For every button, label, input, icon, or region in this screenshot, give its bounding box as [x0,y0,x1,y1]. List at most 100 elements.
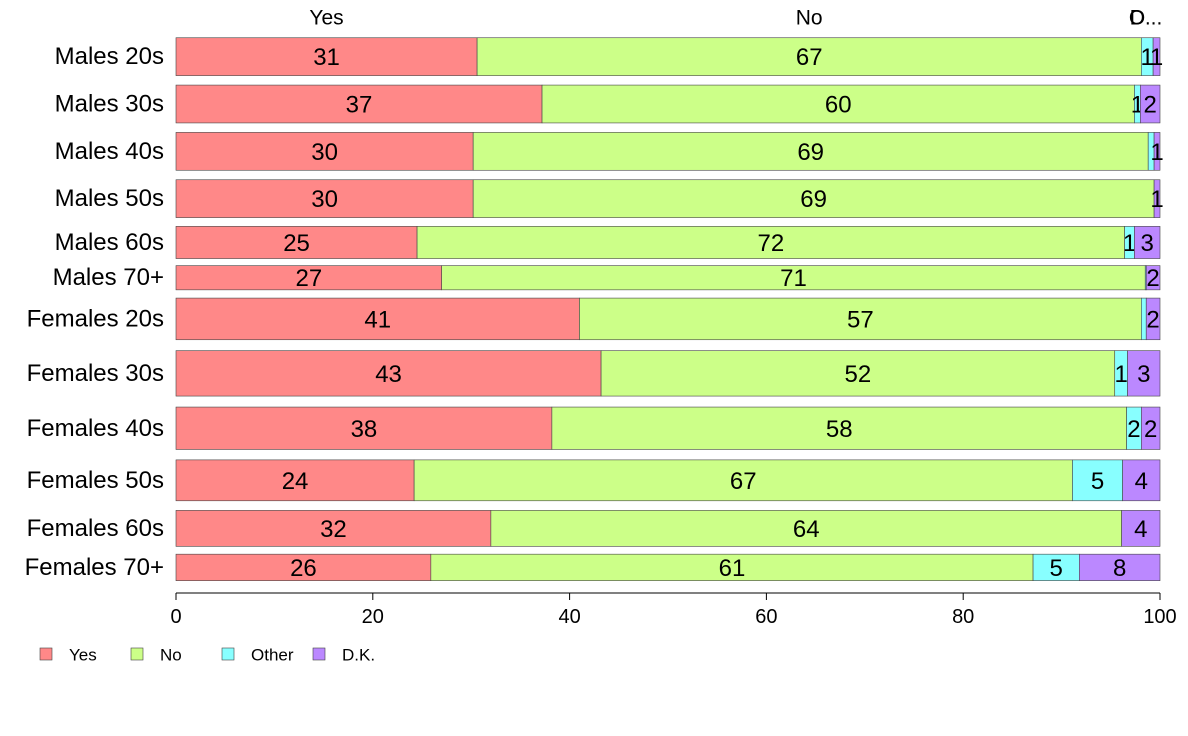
bar-dk [1122,459,1161,502]
column-header-other: O [1129,7,1145,30]
legend-swatch-other [221,647,235,661]
bar-dk [1153,179,1161,218]
data-label: 67 [730,468,757,495]
bar-no [600,350,1116,397]
category-label: Males 60s [55,229,164,256]
category-label: Females 50s [27,467,164,494]
bar-yes [175,459,415,502]
category-label: Females 60s [27,515,164,542]
data-label: 58 [826,416,853,443]
column-header-yes: Yes [309,7,343,30]
x-tick-label: 0 [170,606,181,628]
bar-yes [175,132,474,171]
data-label: 64 [793,516,820,543]
category-label: Females 30s [27,360,164,387]
data-label: 30 [311,139,338,166]
data-label: 8 [1113,555,1126,582]
bar-dk [1134,226,1161,259]
category-label: Males 40s [55,138,164,165]
column-header-no: No [796,7,823,30]
data-label: 31 [313,44,340,71]
data-label: 71 [780,265,807,292]
data-label: 61 [719,555,746,582]
bar-dk [1152,37,1161,76]
data-label: 1 [1150,44,1163,71]
data-label: 1 [1123,230,1136,257]
data-label: 2 [1144,416,1157,443]
category-label: Males 20s [55,43,164,70]
category-label: Males 70+ [53,264,164,291]
data-label: 1 [1150,139,1163,166]
data-label: 60 [825,92,852,119]
data-label: 26 [290,555,317,582]
data-label: 5 [1091,468,1104,495]
data-label: 1 [1141,44,1154,71]
bar-other [1032,553,1080,581]
bar-no [416,226,1125,259]
data-label: 27 [295,265,322,292]
category-label: Females 40s [27,415,164,442]
category-label: Males 30s [55,91,164,118]
data-label: 52 [845,361,872,388]
data-label: 4 [1135,468,1148,495]
bar-no [490,510,1122,547]
x-tick-label: 40 [558,606,580,628]
legend-label: Yes [69,646,97,665]
category-label: Females 70+ [25,554,164,581]
bar-dk [1153,132,1161,171]
category-label: Females 20s [27,305,164,332]
bar-no [579,297,1142,341]
data-label: 30 [311,186,338,213]
legend-label: No [160,646,182,665]
bar-dk [1141,406,1161,450]
bar-no [413,459,1073,502]
bar-yes [175,406,553,450]
data-label: 2 [1146,306,1159,333]
bar-dk [1145,297,1161,341]
data-label: 2 [1143,92,1156,119]
data-label: 32 [320,516,347,543]
data-label: 43 [375,361,402,388]
data-label: 3 [1137,361,1150,388]
data-label: 72 [757,230,784,257]
category-label: Males 50s [55,185,164,212]
data-label: 69 [800,186,827,213]
data-label: 37 [346,92,373,119]
x-tick-label: 100 [1143,606,1176,628]
bar-dk [1121,510,1161,547]
data-label: 3 [1141,230,1154,257]
bar-dk [1145,265,1161,291]
bar-yes [175,84,543,124]
bar-yes [175,350,602,397]
bar-dk [1140,84,1161,124]
legend-label: Other [251,646,294,665]
bar-no [541,84,1135,124]
data-label: 1 [1150,186,1163,213]
data-label: 1 [1114,361,1127,388]
bar-dk [1079,553,1161,581]
x-tick-label: 80 [952,606,974,628]
bar-yes [175,553,432,581]
x-tick-label: 20 [362,606,384,628]
x-tick-label: 60 [755,606,777,628]
legend-swatch-yes [39,647,53,661]
data-label: 41 [364,306,391,333]
bar-yes [175,297,580,341]
data-label: 2 [1146,265,1159,292]
bar-no [472,132,1149,171]
bar-no [472,179,1155,218]
data-label: 57 [847,306,874,333]
data-label: 67 [796,44,823,71]
bar-yes [175,179,474,218]
legend-swatch-dk [312,647,326,661]
bar-dk [1127,350,1161,397]
data-label: 24 [282,468,309,495]
bar-no [476,37,1142,76]
column-header-dk: D... [1130,7,1163,30]
legend-swatch-no [130,647,144,661]
data-label: 25 [283,230,310,257]
data-label: 2 [1127,416,1140,443]
data-label: 4 [1134,516,1147,543]
data-label: 5 [1050,555,1063,582]
